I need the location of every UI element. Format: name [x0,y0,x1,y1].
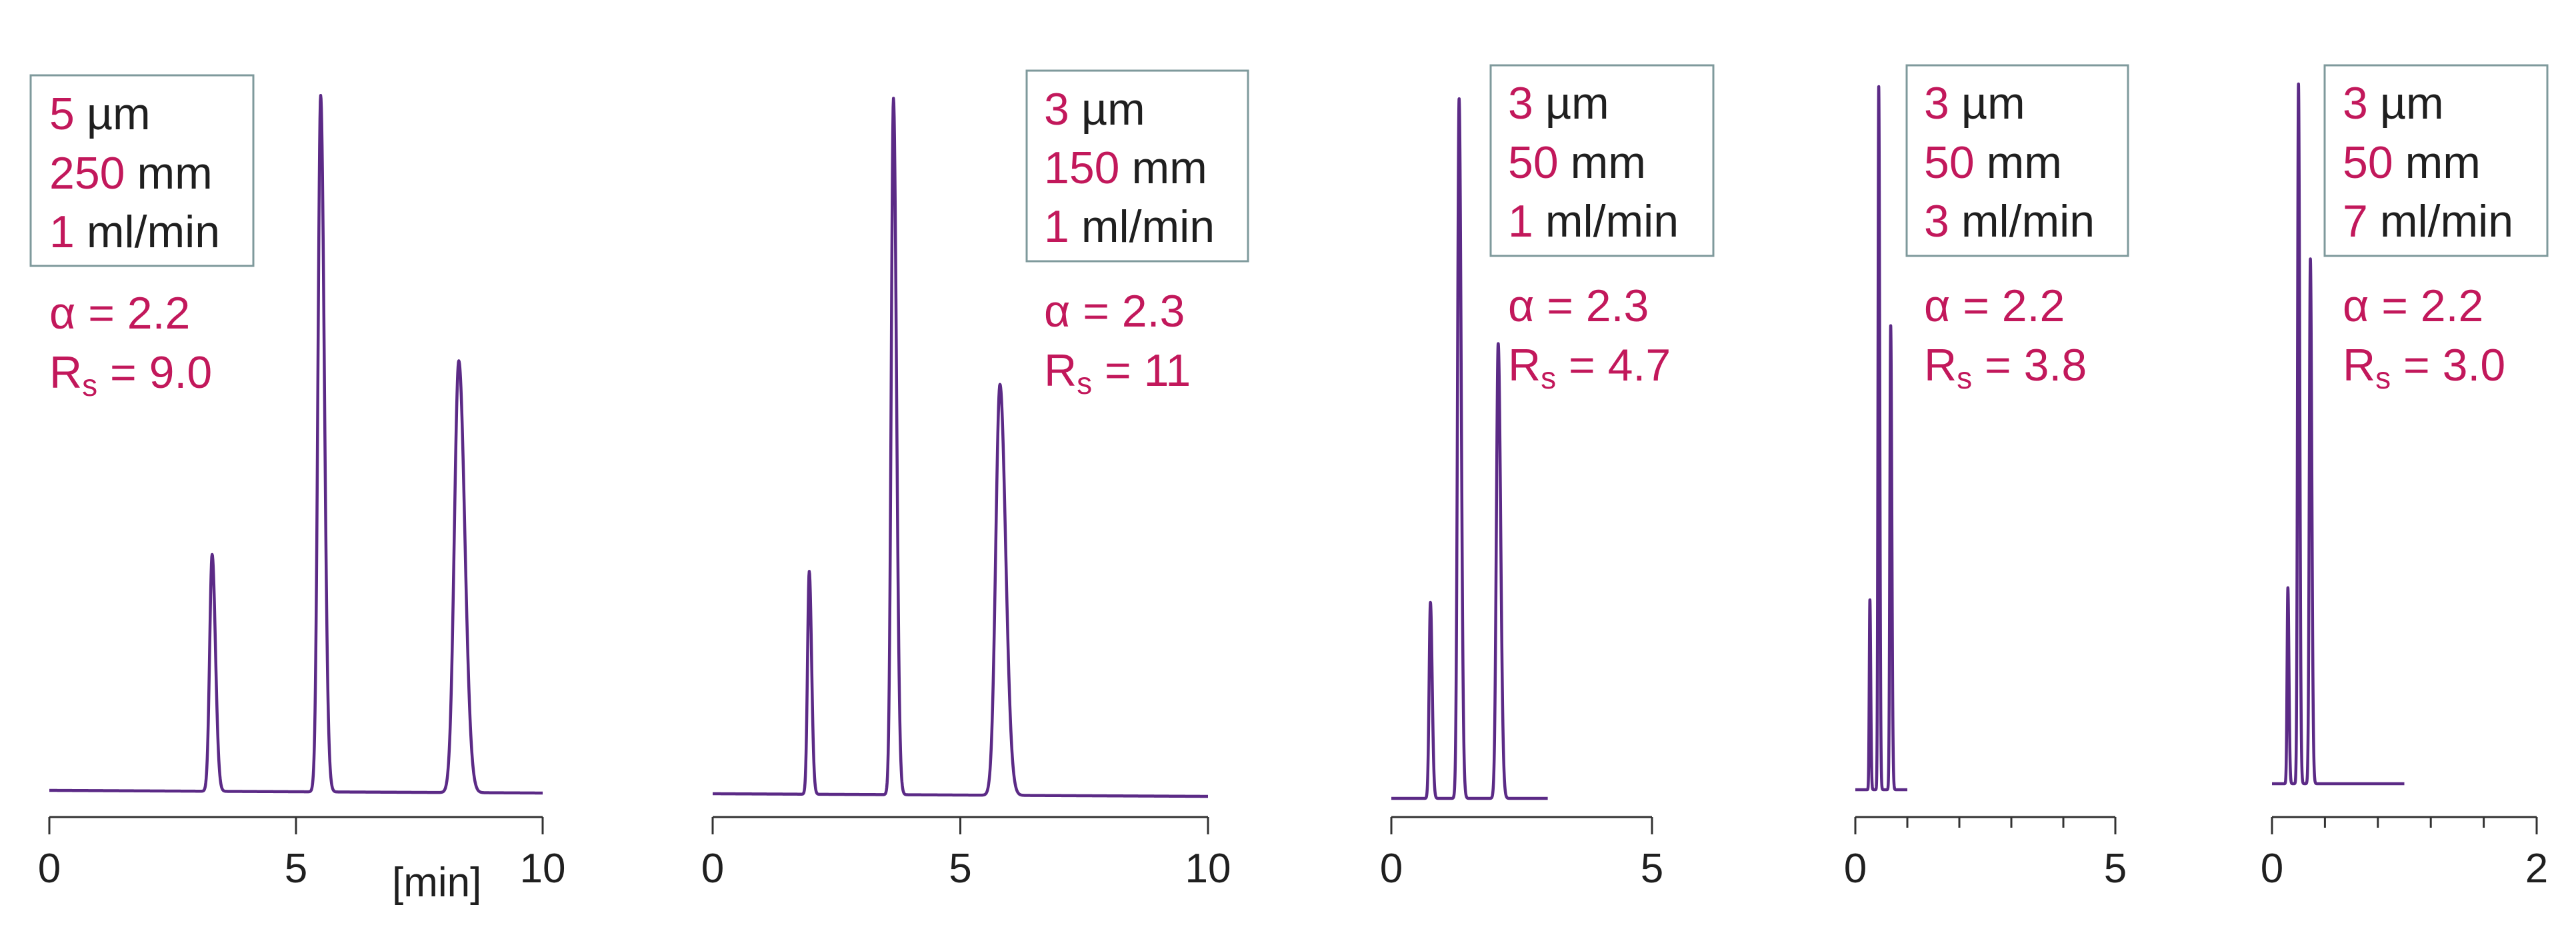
parameter-box [1025,69,1249,263]
particle-size-label: 3 µm [1044,84,1145,135]
x-tick-label: 10 [520,846,566,892]
column-length-label: 50 mm [1924,137,2062,188]
x-tick-label: 0 [701,846,724,892]
parameter-box [1489,64,1715,257]
chromatogram-trace [711,97,1209,798]
resolution-label: Rs = 3.0 [2343,340,2505,395]
resolution-label: Rs = 9.0 [49,347,212,403]
alpha-label: α = 2.2 [1924,281,2065,331]
x-axis-ticks: 0 5 10 [701,817,1231,892]
parameter-box [2323,64,2549,257]
chromatogram-trace [48,93,544,795]
flow-rate-label: 1 ml/min [1508,196,1679,247]
time-unit-label: [min] [392,860,481,906]
x-tick-label: 0 [38,846,61,892]
panel-1: 5 µm 250 mm 1 ml/min α = 2.2 Rs = 9.0 0 5 10 … [29,74,566,906]
flow-rate-label: 7 ml/min [2343,196,2513,247]
x-tick-label: 0 [1844,846,1867,892]
column-length-label: 150 mm [1044,143,1207,193]
alpha-label: α = 2.2 [2343,281,2483,331]
flow-rate-label: 1 ml/min [49,207,220,257]
x-tick-label: 5 [285,846,307,892]
parameter-box [29,74,255,267]
particle-size-label: 3 µm [2343,78,2444,129]
x-tick-label: 5 [1641,846,1663,892]
x-tick-label: 5 [2104,846,2127,892]
flow-rate-label: 1 ml/min [1044,201,1215,252]
particle-size-label: 3 µm [1508,78,1609,129]
resolution-label: Rs = 11 [1044,345,1191,401]
chromatogram-trace [2270,82,2406,786]
column-length-label: 50 mm [1508,137,1646,188]
x-tick-label: 10 [1185,846,1231,892]
alpha-label: α = 2.2 [49,288,190,339]
x-axis-ticks: 0 5 10 [38,817,566,892]
alpha-label: α = 2.3 [1044,286,1185,337]
chromatogram-trace [1853,85,1909,792]
x-tick-label: 2 [2525,846,2548,892]
x-tick-label: 5 [949,846,971,892]
flow-rate-label: 3 ml/min [1924,196,2095,247]
particle-size-label: 5 µm [49,89,151,139]
resolution-label: Rs = 3.8 [1924,340,2087,395]
particle-size-label: 3 µm [1924,78,2025,129]
panel-2: 3 µm 150 mm 1 ml/min α = 2.3 Rs = 11 0 5 10 [701,69,1249,892]
column-length-label: 50 mm [2343,137,2481,188]
column-length-label: 250 mm [49,148,213,199]
x-tick-label: 0 [2261,846,2283,892]
parameter-box [1905,64,2129,257]
alpha-label: α = 2.3 [1508,281,1649,331]
resolution-label: Rs = 4.7 [1508,340,1671,395]
x-tick-label: 0 [1380,846,1403,892]
chromatogram-trace [1389,97,1549,800]
